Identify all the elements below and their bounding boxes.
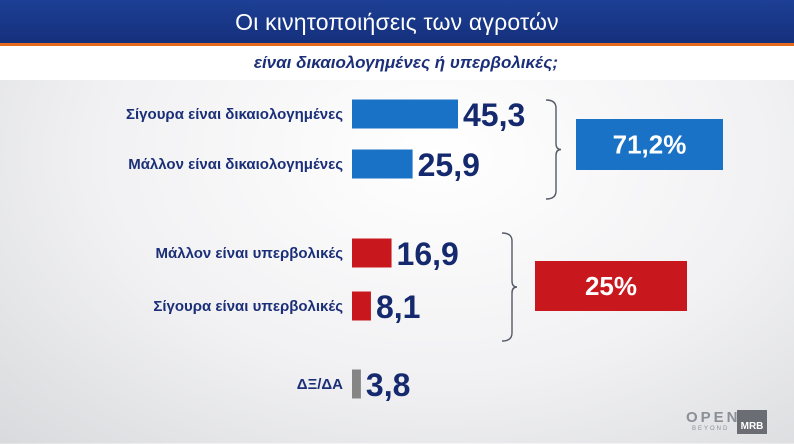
category-label: Σίγουρα είναι δικαιολογημένες [126,106,343,123]
category-label: Σίγουρα είναι υπερβολικές [153,298,343,315]
group-total-label: 25% [585,271,637,301]
bar [352,99,458,129]
open-logo: OPEN [686,409,741,426]
category-label: ΔΞ/ΔΑ [297,376,343,393]
title-bar: Οι κινητοποιήσεις των αγροτών [0,0,794,46]
chart-title: Οι κινητοποιήσεις των αγροτών [235,9,559,35]
bar [352,291,371,321]
group-brace [501,232,518,342]
value-label: 45,3 [463,97,525,133]
value-label: 3,8 [366,367,410,403]
group-total-label: 71,2% [613,130,687,160]
open-logo-tagline: BEYOND [692,426,730,432]
chart-subtitle: είναι δικαιολογημένες ή υπερβολικές; [253,53,558,72]
value-label: 16,9 [397,236,459,272]
bar [352,149,413,179]
mrb-logo: MRB [737,410,767,434]
value-label: 25,9 [418,147,480,183]
group-total-box [576,119,723,170]
group-total-box [535,261,687,311]
value-label: 8,1 [376,289,420,325]
subtitle-bar: είναι δικαιολογημένες ή υπερβολικές; [0,46,794,80]
group-brace [545,99,562,200]
bar [352,369,361,399]
bar [352,238,392,268]
category-label: Μάλλον είναι υπερβολικές [156,245,344,262]
category-label: Μάλλον είναι δικαιολογημένες [128,156,343,173]
